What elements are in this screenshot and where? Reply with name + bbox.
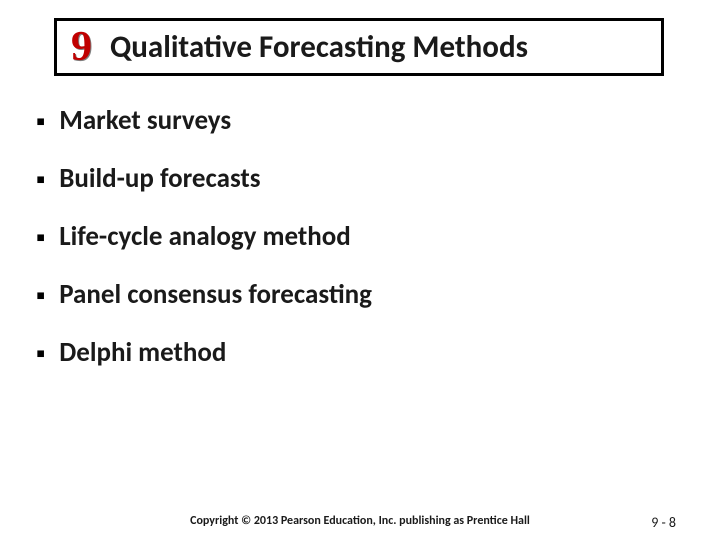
bullet-marker-icon: ▪ [36,278,45,312]
bullet-text: Build-up forecasts [59,162,260,196]
bullet-marker-icon: ▪ [36,336,45,370]
bullet-text: Market surveys [59,104,231,138]
list-item: ▪ Panel consensus forecasting [36,278,684,312]
bullet-text: Delphi method [59,336,226,370]
bullet-marker-icon: ▪ [36,162,45,196]
bullet-text: Panel consensus forecasting [59,278,372,312]
bullet-list: ▪ Market surveys ▪ Build-up forecasts ▪ … [36,104,684,394]
list-item: ▪ Delphi method [36,336,684,370]
list-item: ▪ Life-cycle analogy method [36,220,684,254]
list-item: ▪ Market surveys [36,104,684,138]
copyright-text: Copyright © 2013 Pearson Education, Inc.… [0,514,720,528]
bullet-marker-icon: ▪ [36,220,45,254]
list-item: ▪ Build-up forecasts [36,162,684,196]
slide-title: Qualitative Forecasting Methods [110,28,528,66]
chapter-number: 9 [71,23,92,71]
bullet-marker-icon: ▪ [36,104,45,138]
slide-title-box: 9 Qualitative Forecasting Methods [54,18,664,76]
page-number: 9 - 8 [651,514,676,531]
bullet-text: Life-cycle analogy method [59,220,351,254]
